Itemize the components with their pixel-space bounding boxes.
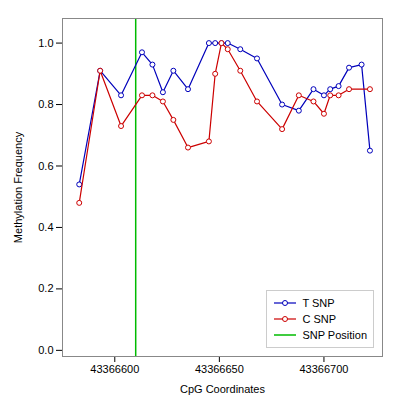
svg-text:43366600: 43366600 <box>90 363 139 375</box>
svg-text:0.6: 0.6 <box>38 160 53 172</box>
svg-text:0.4: 0.4 <box>38 221 53 233</box>
svg-text:Methylation Frequency: Methylation Frequency <box>12 131 24 243</box>
svg-text:0.2: 0.2 <box>38 282 53 294</box>
svg-text:0.0: 0.0 <box>38 344 53 356</box>
html-text:T SNP: T SNP <box>302 297 335 309</box>
svg-text:0.8: 0.8 <box>38 98 53 110</box>
svg-text:1.0: 1.0 <box>38 37 53 49</box>
svg-text:43366700: 43366700 <box>299 363 348 375</box>
svg-text:43366650: 43366650 <box>195 363 244 375</box>
html-text:SNP Position: SNP Position <box>302 329 367 341</box>
svg-text:CpG Coordinates: CpG Coordinates <box>180 383 265 395</box>
html-text:C SNP: C SNP <box>302 313 336 325</box>
